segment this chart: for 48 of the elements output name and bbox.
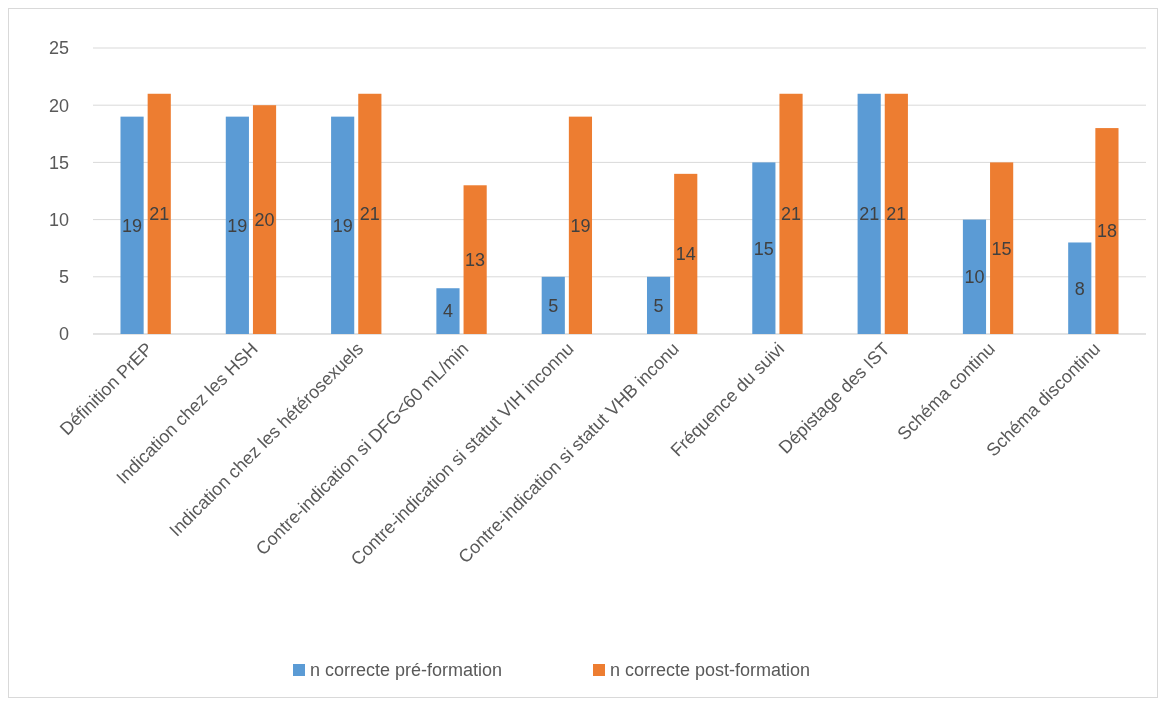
y-tick-label: 15 [48, 152, 69, 173]
bar [120, 116, 144, 334]
data-label: 19 [122, 215, 143, 236]
y-tick-label: 5 [58, 267, 69, 288]
data-label: 21 [781, 204, 802, 225]
data-label: 21 [359, 204, 380, 225]
bar [752, 162, 776, 334]
data-label: 19 [332, 215, 353, 236]
bar [962, 219, 987, 334]
y-tick-label: 25 [48, 38, 69, 59]
bar [568, 116, 593, 334]
legend-label: n correcte pré-formation [310, 660, 503, 681]
bar [884, 93, 908, 334]
data-label: 19 [227, 215, 248, 236]
y-tick-label: 20 [48, 95, 69, 116]
data-label: 8 [1074, 278, 1085, 299]
data-label: 18 [1096, 221, 1117, 242]
data-label: 15 [991, 238, 1012, 259]
data-label: 4 [442, 301, 453, 322]
data-label: 21 [886, 204, 907, 225]
bar [541, 276, 565, 334]
bar [436, 288, 460, 334]
data-label: 21 [859, 204, 880, 225]
legend-label: n correcte post-formation [610, 660, 811, 681]
data-label: 5 [653, 295, 664, 316]
data-label: 10 [964, 267, 985, 288]
bar [331, 116, 355, 334]
bar [779, 93, 803, 334]
y-tick-label: 0 [58, 324, 69, 345]
bar [674, 173, 698, 334]
data-label: 14 [675, 244, 696, 265]
data-label: 13 [465, 249, 486, 270]
bar [646, 276, 671, 334]
bar [252, 105, 277, 334]
bar [225, 116, 249, 334]
y-tick-label: 10 [48, 209, 69, 230]
data-label: 5 [548, 295, 559, 316]
data-label: 21 [149, 204, 170, 225]
bar [990, 162, 1014, 334]
bar [463, 185, 487, 334]
bar [1068, 242, 1092, 334]
bar [358, 93, 382, 334]
bar [1095, 128, 1119, 334]
data-label: 20 [254, 209, 275, 230]
data-label: 15 [753, 238, 774, 259]
bar [147, 93, 171, 334]
data-label: 19 [570, 215, 591, 236]
bar [857, 93, 881, 334]
